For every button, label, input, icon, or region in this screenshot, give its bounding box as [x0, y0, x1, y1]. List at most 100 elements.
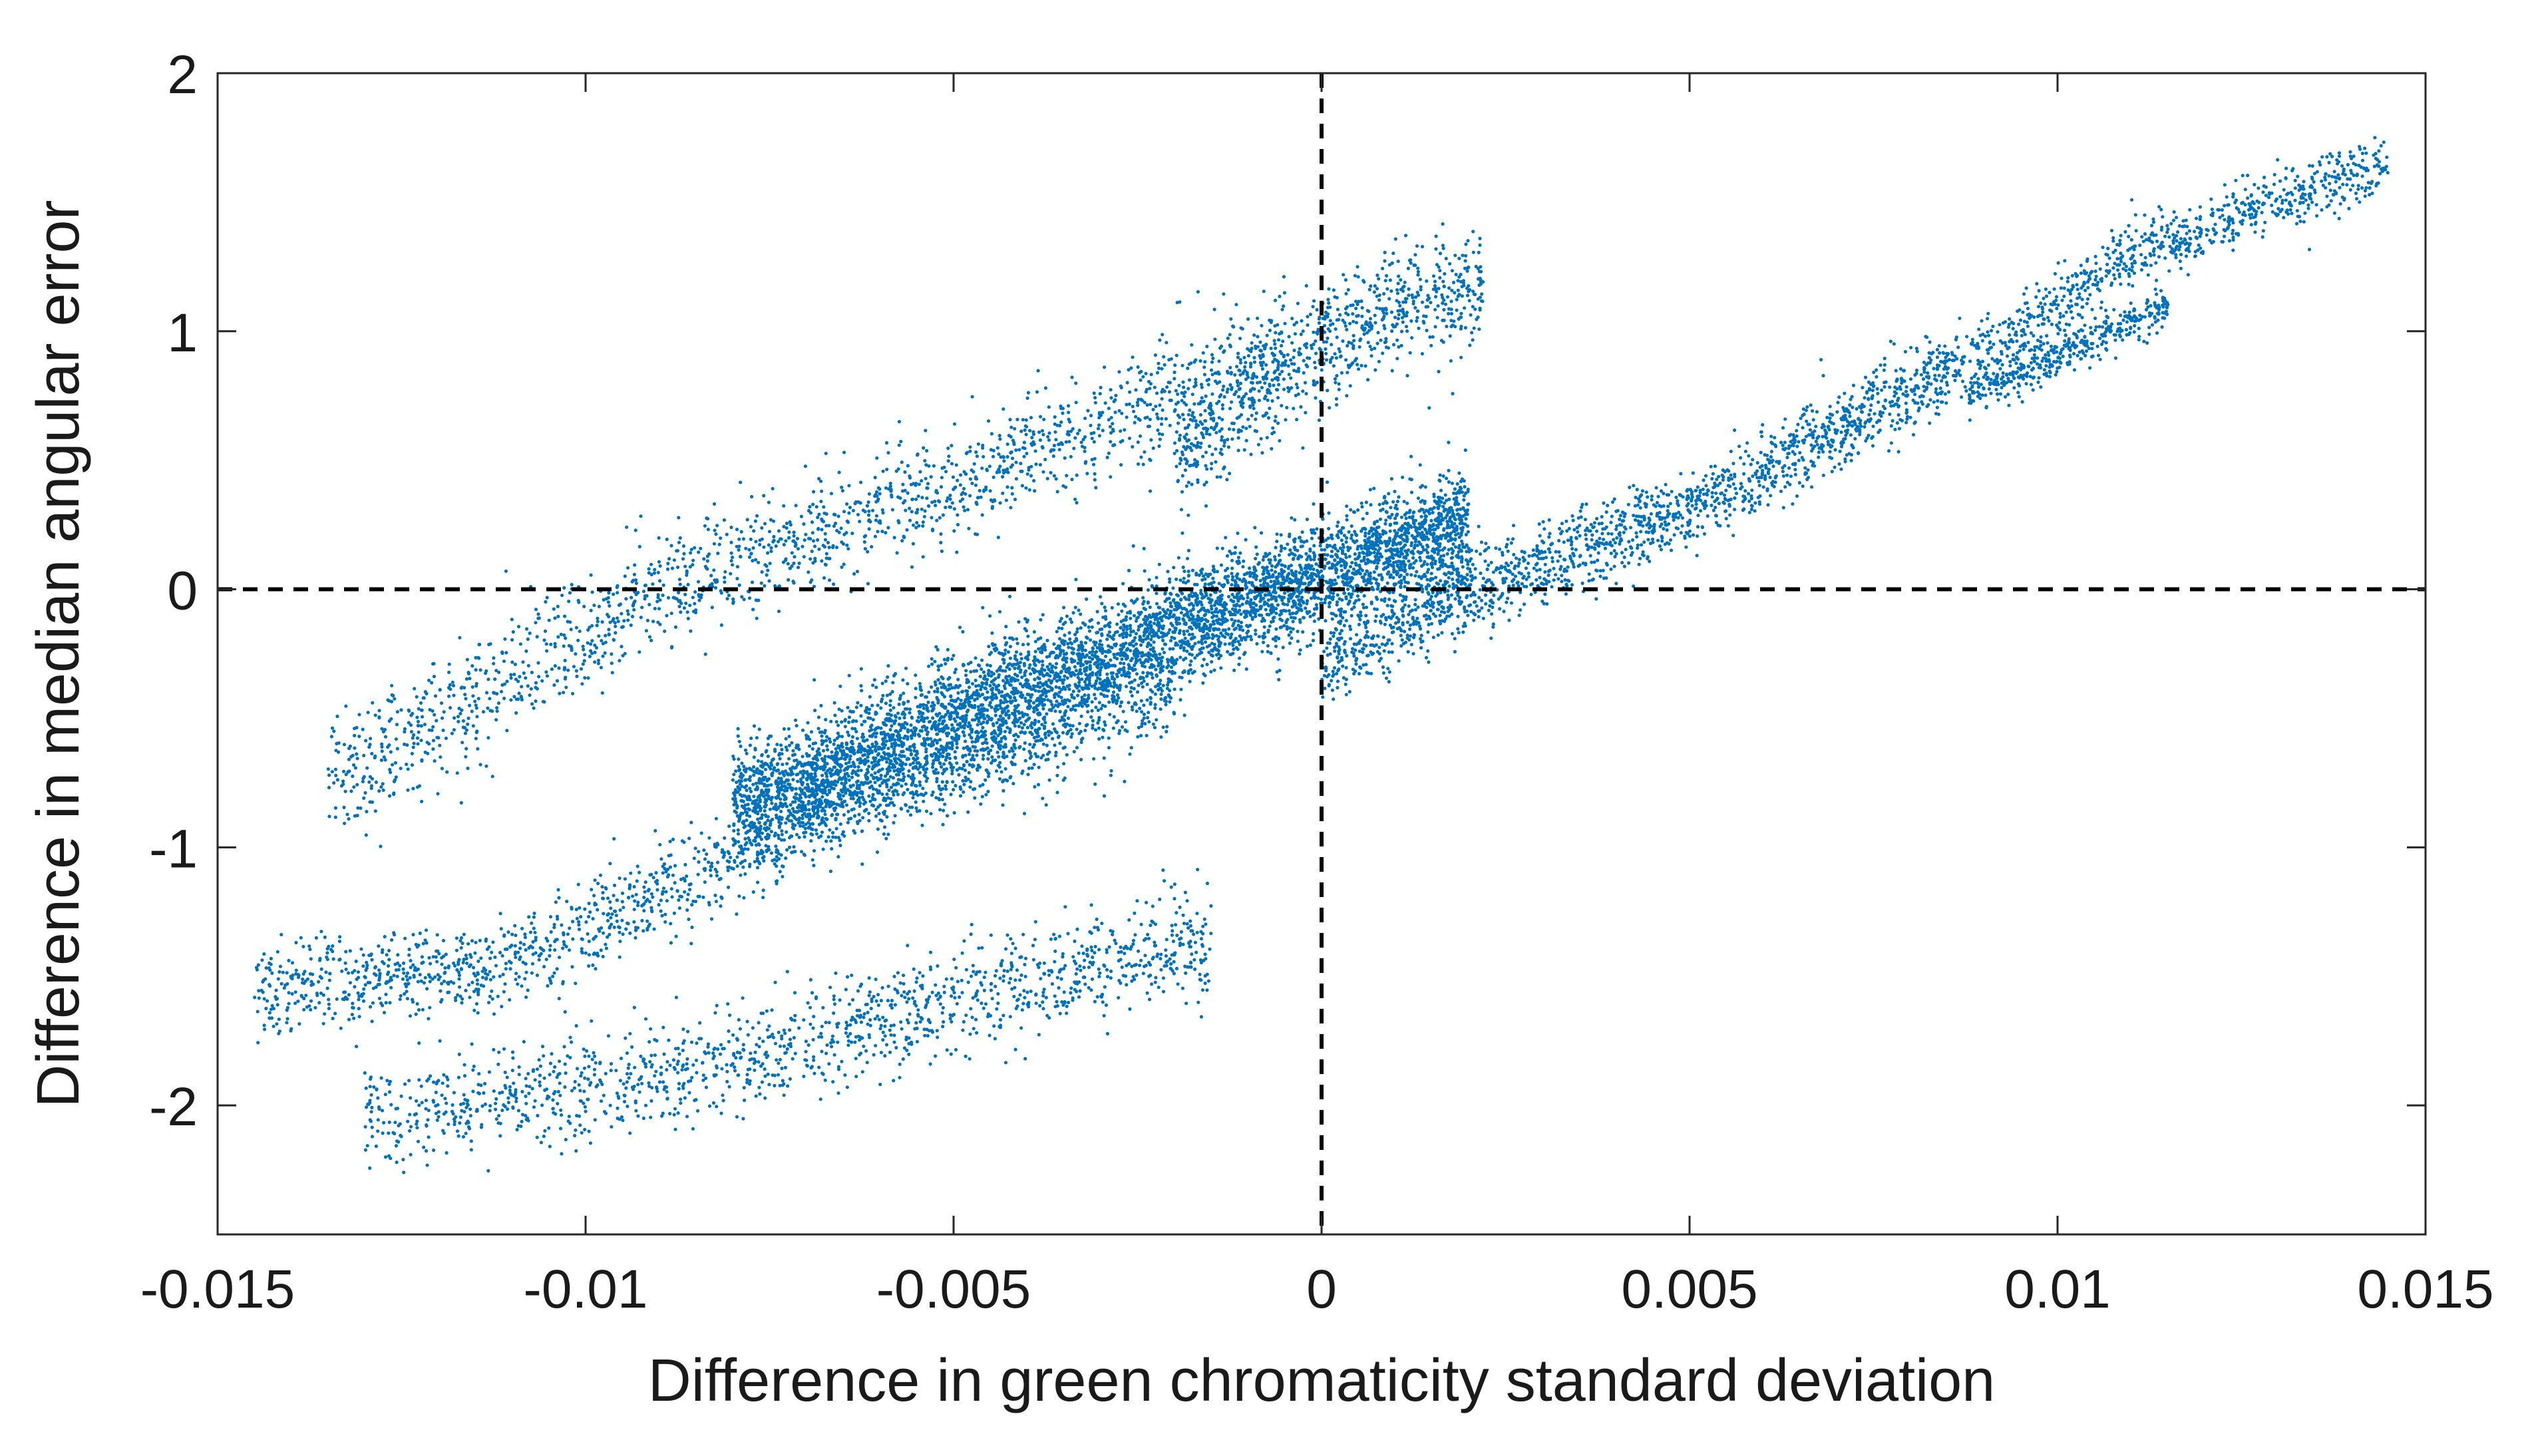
scatter-point [1289, 630, 1293, 634]
scatter-point [1448, 517, 1452, 521]
scatter-point [1202, 574, 1206, 578]
scatter-point [1331, 545, 1335, 549]
scatter-point [1152, 612, 1156, 616]
scatter-point [1228, 641, 1232, 646]
scatter-point [1312, 632, 1316, 636]
scatter-point [1015, 705, 1019, 709]
scatter-point [1039, 636, 1043, 640]
scatter-point [1413, 574, 1417, 578]
scatter-point [898, 759, 902, 763]
scatter-point [1266, 643, 1270, 648]
scatter-point [843, 717, 847, 721]
scatter-point [893, 671, 898, 676]
scatter-point [1136, 616, 1140, 620]
scatter-point [1105, 676, 1109, 680]
scatter-point [836, 731, 840, 735]
scatter-point [901, 772, 905, 776]
scatter-point [749, 736, 753, 741]
scatter-point [850, 735, 854, 739]
scatter-point [765, 779, 769, 783]
scatter-point [1238, 596, 1242, 600]
scatter-point [893, 714, 897, 718]
scatter-point [832, 739, 836, 743]
scatter-point [1346, 548, 1350, 552]
scatter-point [1181, 670, 1185, 675]
scatter-point [1367, 547, 1371, 551]
scatter-point [782, 727, 786, 731]
scatter-point [1395, 563, 1399, 567]
scatter-point [1224, 608, 1228, 612]
scatter-point [1409, 550, 1413, 554]
scatter-point [1455, 554, 1459, 558]
scatter-point [859, 769, 863, 773]
scatter-point [1439, 488, 1443, 492]
scatter-point [1326, 553, 1330, 557]
scatter-point [825, 793, 829, 797]
scatter-point [1067, 631, 1071, 635]
scatter-point [1407, 559, 1411, 563]
scatter-point [834, 771, 838, 775]
scatter-point [745, 767, 749, 771]
scatter-point [791, 807, 795, 811]
scatter-point [1230, 583, 1234, 587]
scatter-point [1385, 501, 1389, 505]
scatter-point [1342, 545, 1346, 549]
scatter-point [976, 705, 980, 709]
scatter-point [773, 749, 777, 753]
scatter-point [1290, 636, 1294, 640]
scatter-point [1203, 640, 1208, 644]
scatter-point [998, 665, 1002, 669]
scatter-point [1143, 614, 1148, 619]
scatter-point [856, 765, 860, 769]
scatter-point [736, 828, 740, 832]
scatter-point [963, 714, 967, 718]
scatter-point [1391, 576, 1395, 580]
scatter-point [1467, 546, 1471, 550]
scatter-point [1296, 556, 1300, 560]
scatter-point [1333, 578, 1337, 582]
scatter-point [1031, 701, 1035, 705]
scatter-point [740, 761, 744, 765]
scatter-point [1467, 502, 1471, 506]
scatter-point [1294, 548, 1298, 552]
scatter-point [970, 694, 974, 698]
scatter-point [1402, 500, 1406, 504]
scatter-point [1425, 570, 1429, 574]
scatter-point [1184, 608, 1188, 612]
scatter-point [823, 729, 827, 733]
scatter-point [985, 721, 989, 725]
scatter-point [958, 683, 962, 687]
scatter-point [1069, 693, 1074, 697]
scatter-point [1271, 590, 1276, 594]
scatter-point [773, 766, 777, 770]
scatter-point [1079, 612, 1083, 616]
scatter-point [1112, 652, 1116, 657]
scatter-point [818, 753, 822, 757]
scatter-point [1385, 565, 1389, 569]
scatter-point [816, 758, 820, 762]
scatter-point [1263, 593, 1267, 597]
scatter-point [854, 719, 858, 723]
scatter-point [847, 761, 851, 765]
scatter-point [1168, 647, 1172, 651]
scatter-point [1237, 561, 1242, 565]
scatter-point [1013, 698, 1017, 703]
scatter-point [1275, 670, 1279, 674]
scatter-point [1159, 697, 1163, 701]
scatter-point [1219, 631, 1223, 636]
scatter-point [1362, 578, 1366, 582]
scatter-point [1129, 649, 1133, 653]
scatter-point [1140, 639, 1144, 643]
scatter-point [1051, 664, 1055, 668]
scatter-point [1356, 508, 1360, 512]
scatter-point [743, 794, 747, 798]
scatter-point [769, 830, 773, 834]
scatter-point [1079, 626, 1083, 630]
scatter-point [1411, 514, 1415, 518]
scatter-point [1435, 524, 1439, 528]
scatter-point [765, 763, 769, 767]
scatter-point [851, 709, 855, 714]
scatter-point [1217, 582, 1221, 586]
scatter-point [994, 687, 999, 691]
scatter-point [1405, 501, 1409, 505]
